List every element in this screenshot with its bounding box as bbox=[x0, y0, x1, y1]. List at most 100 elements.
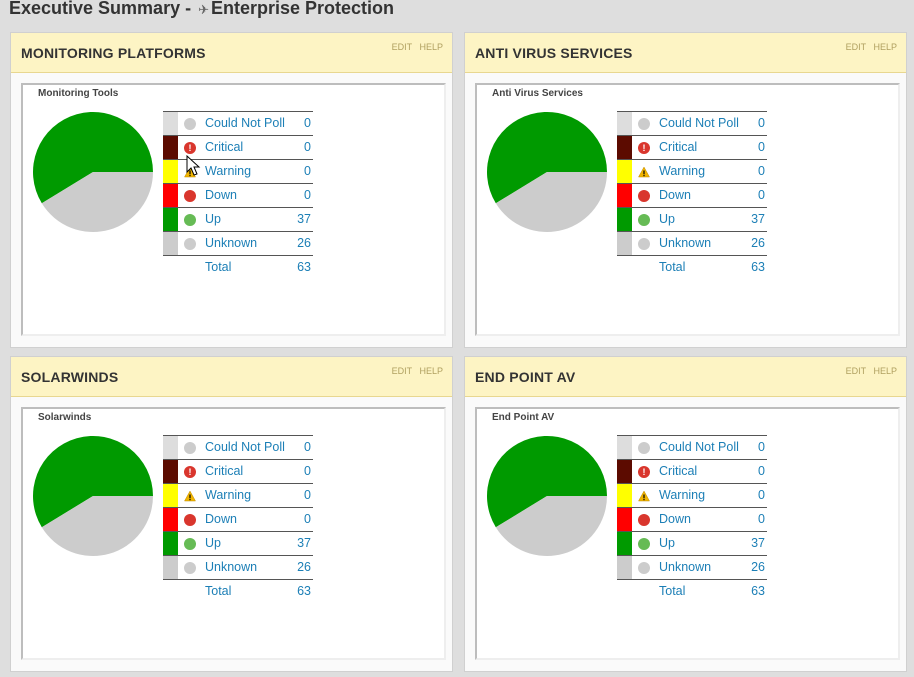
legend-label-total[interactable]: Total bbox=[659, 260, 686, 274]
pie-slice-unknown[interactable] bbox=[495, 496, 607, 556]
legend-value-down[interactable]: 0 bbox=[758, 512, 765, 526]
legend-value-critical[interactable]: 0 bbox=[304, 140, 311, 154]
legend-row-down[interactable]: Down 0 bbox=[163, 184, 313, 208]
legend-value-down[interactable]: 0 bbox=[304, 188, 311, 202]
legend-value-warning[interactable]: 0 bbox=[758, 488, 765, 502]
legend-value-unknown[interactable]: 26 bbox=[297, 560, 311, 574]
legend-label-up[interactable]: Up bbox=[659, 536, 675, 550]
legend-row-unknown[interactable]: Unknown 26 bbox=[163, 556, 313, 580]
legend-value-total[interactable]: 63 bbox=[751, 584, 765, 598]
legend-value-critical[interactable]: 0 bbox=[758, 464, 765, 478]
legend-value-could-not-poll[interactable]: 0 bbox=[758, 440, 765, 454]
edit-link[interactable]: EDIT bbox=[391, 42, 412, 52]
legend-value-total[interactable]: 63 bbox=[751, 260, 765, 274]
pie-slice-unknown[interactable] bbox=[495, 172, 607, 233]
legend-row-unknown[interactable]: Unknown 26 bbox=[163, 232, 313, 256]
legend-value-unknown[interactable]: 26 bbox=[751, 236, 765, 250]
status-pie-chart[interactable] bbox=[486, 111, 608, 233]
legend-value-unknown[interactable]: 26 bbox=[751, 560, 765, 574]
help-link[interactable]: HELP bbox=[873, 42, 897, 52]
legend-label-warning[interactable]: Warning bbox=[659, 164, 706, 178]
legend-row-unknown[interactable]: Unknown 26 bbox=[617, 556, 767, 580]
legend-label-could-not-poll[interactable]: Could Not Poll bbox=[659, 116, 739, 130]
help-link[interactable]: HELP bbox=[419, 366, 443, 376]
legend-label-critical[interactable]: Critical bbox=[205, 464, 244, 478]
legend-value-warning[interactable]: 0 bbox=[304, 488, 311, 502]
legend-label-total[interactable]: Total bbox=[205, 260, 232, 274]
legend-label-down[interactable]: Down bbox=[659, 512, 691, 526]
legend-row-up[interactable]: Up 37 bbox=[617, 532, 767, 556]
edit-link[interactable]: EDIT bbox=[845, 366, 866, 376]
legend-row-could-not-poll[interactable]: Could Not Poll 0 bbox=[163, 436, 313, 460]
legend-value-unknown[interactable]: 26 bbox=[297, 236, 311, 250]
legend-row-warning[interactable]: Warning 0 bbox=[163, 484, 313, 508]
legend-label-unknown[interactable]: Unknown bbox=[659, 236, 712, 250]
pie-slice-up[interactable] bbox=[487, 112, 607, 204]
legend-label-up[interactable]: Up bbox=[205, 212, 221, 226]
legend-label-unknown[interactable]: Unknown bbox=[205, 560, 258, 574]
pie-slice-up[interactable] bbox=[33, 112, 153, 204]
legend-value-total[interactable]: 63 bbox=[297, 584, 311, 598]
edit-link[interactable]: EDIT bbox=[391, 366, 412, 376]
pie-slice-unknown[interactable] bbox=[41, 172, 153, 233]
help-link[interactable]: HELP bbox=[873, 366, 897, 376]
legend-row-up[interactable]: Up 37 bbox=[617, 208, 767, 232]
legend-label-could-not-poll[interactable]: Could Not Poll bbox=[205, 440, 285, 454]
legend-row-could-not-poll[interactable]: Could Not Poll 0 bbox=[617, 112, 767, 136]
legend-value-up[interactable]: 37 bbox=[751, 212, 765, 226]
legend-value-warning[interactable]: 0 bbox=[304, 164, 311, 178]
legend-label-warning[interactable]: Warning bbox=[205, 164, 252, 178]
legend-value-down[interactable]: 0 bbox=[304, 512, 311, 526]
pie-slice-unknown[interactable] bbox=[41, 496, 153, 556]
legend-value-critical[interactable]: 0 bbox=[304, 464, 311, 478]
pie-slice-up[interactable] bbox=[33, 436, 153, 528]
legend-label-critical[interactable]: Critical bbox=[205, 140, 244, 154]
legend-value-down[interactable]: 0 bbox=[758, 188, 765, 202]
legend-row-up[interactable]: Up 37 bbox=[163, 532, 313, 556]
legend-label-unknown[interactable]: Unknown bbox=[659, 560, 712, 574]
legend-row-up[interactable]: Up 37 bbox=[163, 208, 313, 232]
pie-slice-up[interactable] bbox=[487, 436, 607, 528]
legend-row-could-not-poll[interactable]: Could Not Poll 0 bbox=[163, 112, 313, 136]
legend-value-up[interactable]: 37 bbox=[297, 536, 311, 550]
legend-label-total[interactable]: Total bbox=[659, 584, 686, 598]
legend-label-critical[interactable]: Critical bbox=[659, 464, 698, 478]
legend-label-could-not-poll[interactable]: Could Not Poll bbox=[205, 116, 285, 130]
legend-label-down[interactable]: Down bbox=[205, 512, 237, 526]
legend-row-critical[interactable]: ! Critical 0 bbox=[163, 136, 313, 160]
legend-value-warning[interactable]: 0 bbox=[758, 164, 765, 178]
legend-row-warning[interactable]: Warning 0 bbox=[617, 160, 767, 184]
legend-label-up[interactable]: Up bbox=[205, 536, 221, 550]
edit-link[interactable]: EDIT bbox=[845, 42, 866, 52]
legend-label-down[interactable]: Down bbox=[205, 188, 237, 202]
legend-value-total[interactable]: 63 bbox=[297, 260, 311, 274]
legend-label-could-not-poll[interactable]: Could Not Poll bbox=[659, 440, 739, 454]
legend-label-critical[interactable]: Critical bbox=[659, 140, 698, 154]
legend-value-critical[interactable]: 0 bbox=[758, 140, 765, 154]
legend-value-could-not-poll[interactable]: 0 bbox=[304, 116, 311, 130]
help-link[interactable]: HELP bbox=[419, 42, 443, 52]
legend-row-down[interactable]: Down 0 bbox=[617, 184, 767, 208]
legend-label-total[interactable]: Total bbox=[205, 584, 232, 598]
status-pie-chart[interactable] bbox=[32, 111, 154, 233]
legend-value-up[interactable]: 37 bbox=[297, 212, 311, 226]
legend-row-warning[interactable]: Warning 0 bbox=[163, 160, 313, 184]
legend-row-critical[interactable]: ! Critical 0 bbox=[617, 136, 767, 160]
legend-row-critical[interactable]: ! Critical 0 bbox=[617, 460, 767, 484]
legend-value-could-not-poll[interactable]: 0 bbox=[304, 440, 311, 454]
status-pie-chart[interactable] bbox=[486, 435, 608, 557]
legend-label-warning[interactable]: Warning bbox=[659, 488, 706, 502]
legend-row-critical[interactable]: ! Critical 0 bbox=[163, 460, 313, 484]
legend-label-warning[interactable]: Warning bbox=[205, 488, 252, 502]
legend-row-unknown[interactable]: Unknown 26 bbox=[617, 232, 767, 256]
legend-value-could-not-poll[interactable]: 0 bbox=[758, 116, 765, 130]
legend-row-down[interactable]: Down 0 bbox=[163, 508, 313, 532]
legend-value-up[interactable]: 37 bbox=[751, 536, 765, 550]
status-pie-chart[interactable] bbox=[32, 435, 154, 557]
legend-row-warning[interactable]: Warning 0 bbox=[617, 484, 767, 508]
legend-row-down[interactable]: Down 0 bbox=[617, 508, 767, 532]
legend-row-could-not-poll[interactable]: Could Not Poll 0 bbox=[617, 436, 767, 460]
legend-label-down[interactable]: Down bbox=[659, 188, 691, 202]
legend-label-up[interactable]: Up bbox=[659, 212, 675, 226]
legend-label-unknown[interactable]: Unknown bbox=[205, 236, 258, 250]
